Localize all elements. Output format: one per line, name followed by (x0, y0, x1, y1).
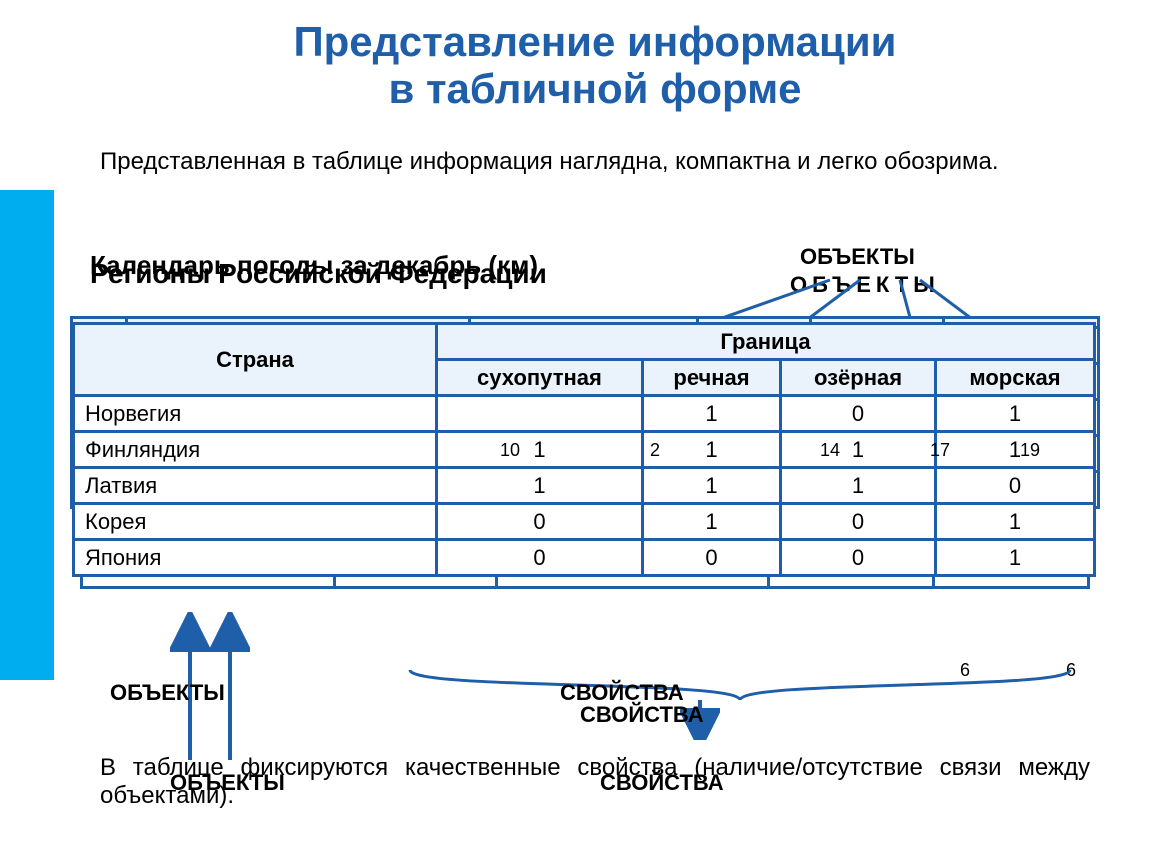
scatter-num: 19 (1020, 440, 1040, 461)
cell: 1 (642, 504, 780, 540)
label-objects-top-1: ОБЪЕКТЫ (800, 244, 915, 270)
cell: 1 (781, 432, 936, 468)
cell: 1 (781, 468, 936, 504)
scatter-num: 17 (930, 440, 950, 461)
scatter-num: 14 (820, 440, 840, 461)
borders-sub-sea: морская (935, 360, 1094, 396)
cell: Япония (74, 540, 437, 576)
borders-sub-land: сухопутная (437, 360, 643, 396)
cell: 0 (642, 540, 780, 576)
cell: 1 (642, 432, 780, 468)
cell: Корея (74, 504, 437, 540)
cell: Финляндия (74, 432, 437, 468)
scatter-num: 2 (650, 440, 660, 461)
cell: 1 (935, 432, 1094, 468)
borders-header-border: Граница (437, 324, 1095, 360)
cell: 0 (781, 540, 936, 576)
left-sidebar (0, 190, 54, 680)
cell: 0 (781, 504, 936, 540)
intro-paragraph: Представленная в таблице информация нагл… (100, 148, 1090, 176)
cell: 1 (642, 396, 780, 432)
label-objects-left: ОБЪЕКТЫ (110, 680, 225, 706)
cell: 1 (935, 540, 1094, 576)
scatter-num: 10 (500, 440, 520, 461)
title-line-2: в табличной форме (388, 65, 801, 112)
cell: 1 (935, 504, 1094, 540)
brace-properties (400, 660, 1080, 740)
cell: 0 (437, 504, 643, 540)
cell: 1 (935, 396, 1094, 432)
cell: 1 (437, 432, 643, 468)
slide-title: Представление информации в табличной фор… (80, 18, 1110, 112)
borders-sub-lake: озёрная (781, 360, 936, 396)
cell: 0 (781, 396, 936, 432)
conclusion-paragraph: В таблице фиксируются качественные свойс… (100, 754, 1090, 811)
table-row: Латвия 1 1 1 0 (74, 468, 1095, 504)
cell (437, 396, 643, 432)
table-row: Корея 0 1 0 1 (74, 504, 1095, 540)
table-row: Япония 0 0 0 1 (74, 540, 1095, 576)
table-row: Норвегия 1 0 1 (74, 396, 1095, 432)
cell: Латвия (74, 468, 437, 504)
cell: 1 (437, 468, 643, 504)
borders-sub-river: речная (642, 360, 780, 396)
borders-header-country: Страна (74, 324, 437, 396)
cell: 1 (642, 468, 780, 504)
cell: Норвегия (74, 396, 437, 432)
title-line-1: Представление информации (293, 18, 896, 65)
label-properties-2: СВОЙСТВА (580, 702, 704, 728)
cell: 0 (437, 540, 643, 576)
cell: 0 (935, 468, 1094, 504)
